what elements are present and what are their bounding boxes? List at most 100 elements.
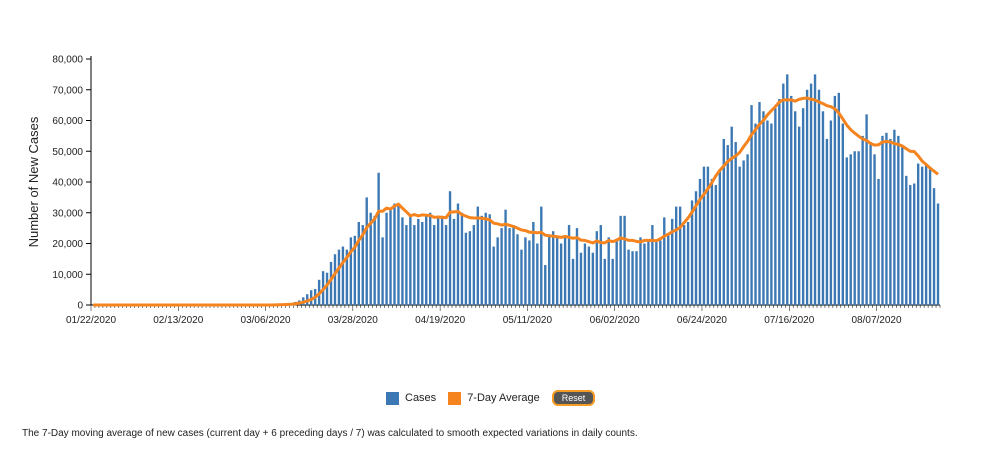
y-axis: 0 10,000 20,000 30,000 40,000 50,000 60,000 70,… [52,55,92,312]
cases-bar [659,240,662,305]
legend-label-cases: Cases [405,392,437,404]
cases-bar [869,142,872,305]
cases-bar [365,197,368,305]
cases-bar [337,249,341,305]
cases-bar [674,206,678,305]
y-tick-label: 70,000 [52,85,83,96]
cases-bar [682,225,686,305]
cases-bar [389,209,392,305]
cases-bar [520,249,523,305]
cases-bar [349,237,353,305]
reset-button[interactable]: Reset [551,390,596,406]
cases-bar [936,203,940,305]
cases-bar [837,92,841,305]
cases-bar [607,237,610,305]
cases-bar [797,126,801,306]
cases-bar [738,166,741,305]
cases-bar [778,98,781,305]
cases-bar [472,225,476,305]
cases-bar [369,212,372,305]
cases-bar [528,240,531,305]
legend-item-average[interactable]: 7-Day Average [448,391,540,405]
cases-bar [928,166,932,305]
cases-bar [817,89,821,305]
cases-bar [623,215,626,305]
cases-bar [409,215,412,305]
cases-bar [813,74,817,305]
cases-bar [532,221,535,305]
cases-bar [782,83,785,305]
cases-bar [671,218,674,305]
cases-bar [849,154,852,305]
cases-bar [559,243,563,305]
cases-bar [591,252,595,305]
cases-bar [417,218,420,305]
cases-bar [583,243,587,305]
cases-bar [595,231,599,305]
cases-bar [393,203,396,305]
cases-bar [603,258,606,305]
cases-bar [488,214,491,305]
cases-bar [540,206,543,305]
legend-item-cases[interactable]: Cases [386,391,437,405]
cases-bar [456,203,460,305]
cases-bar [452,218,456,305]
cases-bar [655,240,658,305]
y-tick-label: 50,000 [52,147,83,158]
x-axis: 01/22/2020 02/13/2020 03/06/2020 03/28/2020… [66,304,941,326]
cases-bar [905,175,908,305]
y-tick-label: 40,000 [52,178,83,189]
cases-bar [551,231,555,305]
y-tick-label: 60,000 [52,116,83,127]
cases-bar [492,246,495,305]
cases-bar [663,217,666,305]
cases-bar [790,95,793,306]
y-tick-label: 30,000 [52,208,83,219]
x-tick-label: 03/06/2020 [241,315,291,326]
cases-bar [924,163,928,305]
cases-bar [484,212,487,305]
cases-bar [932,188,936,305]
x-tick-label: 08/07/2020 [851,315,901,326]
cases-chart: Number of New Cases 0 10,000 20,000 30,000 4… [26,55,941,326]
x-tick-label: 04/19/2020 [415,315,465,326]
cases-bar [889,138,892,305]
cases-bar [801,108,805,305]
cases-bar [413,225,416,305]
cases-bar [698,178,702,305]
cases-bar [377,172,380,305]
cases-bar [329,261,333,305]
x-tick-label: 02/13/2020 [153,315,203,326]
cases-bar [635,251,638,305]
cases-bar [429,212,432,305]
x-tick-label: 06/24/2020 [677,315,727,326]
cases-swatch [386,391,399,405]
cases-bar [770,123,773,305]
cases-bar [476,206,480,305]
cases-bar [639,237,642,305]
cases-bar [885,132,888,305]
seven-day-average-line [92,96,939,307]
cases-bar [678,206,682,305]
cases-bar [468,231,472,305]
cases-bar [647,240,650,305]
cases-bar [694,191,698,305]
cases-bar [563,237,567,305]
cases-bar [714,185,718,305]
cases-bar [873,154,876,305]
cases-bar [916,163,920,305]
cases-bar [667,234,670,305]
cases-bar [508,228,511,305]
cases-bar [555,237,559,305]
cases-bar [893,129,896,305]
cases-bar [651,225,654,305]
cases-bar [805,89,809,305]
cases-bar [464,232,468,305]
cases-bar [504,209,507,305]
cases-bar [730,126,733,306]
cases-bar [881,135,884,305]
cases-bar [865,114,868,305]
cases-bar [401,217,404,305]
cases-bar [381,237,384,305]
cases-bar [754,123,757,305]
